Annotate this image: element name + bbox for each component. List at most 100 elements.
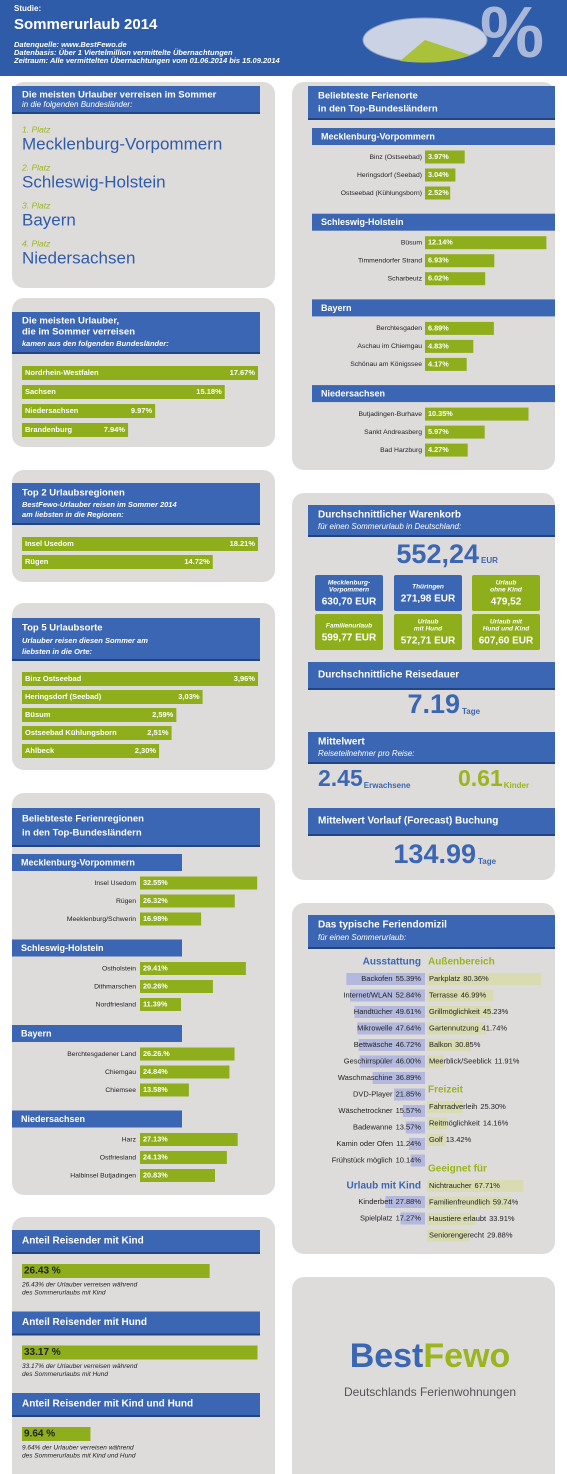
bar: [410, 1154, 425, 1167]
note: des Sommerurlaubs mit Kind: [22, 1290, 106, 1297]
bar: [405, 1121, 425, 1134]
group-name: Mecklenburg-Vorpommern: [21, 857, 135, 867]
bar-label: Sankt Andreasberg: [364, 429, 422, 436]
box-label: Urlaub: [418, 619, 439, 626]
bar: [425, 150, 465, 164]
group-name: Schleswig-Holstein: [21, 943, 104, 953]
bar-value: 12.14%: [428, 238, 453, 247]
section-subtitle: Urlauber reisen diesen Sommer am: [22, 636, 148, 645]
bar: [22, 1345, 258, 1360]
bar-value: 9.97%: [131, 406, 153, 415]
bar-label: Dithmarschen: [94, 983, 136, 990]
box-value: 607,60 EUR: [479, 636, 534, 647]
bar: [425, 254, 495, 268]
bar-value: 55.39%: [396, 974, 422, 983]
bar: [22, 423, 129, 437]
logo: BestFewo: [350, 1337, 511, 1375]
bar: [357, 1022, 425, 1035]
logo-best: Best: [350, 1337, 424, 1375]
group-header: [12, 1025, 182, 1042]
unit: EUR: [481, 556, 498, 565]
note: 26.43% der Urlauber verreisen während: [21, 1282, 138, 1289]
title-bar: [12, 312, 260, 352]
section-title: Anteil Reisender mit Kind und Hund: [22, 1399, 193, 1410]
section-subtitle: am liebsten in die Regionen:: [22, 510, 124, 519]
bar-label: Familienfreundlich: [429, 1197, 490, 1206]
bar-value: 24.84%: [143, 1067, 168, 1076]
bar-label: Wäschetrockner: [338, 1106, 393, 1115]
bar-value: 33.91%: [489, 1214, 515, 1223]
bar-label: Golf: [429, 1135, 444, 1144]
bar-label: Badewanne: [353, 1122, 393, 1131]
bar-value: 13.58%: [143, 1085, 168, 1094]
bar: [400, 1212, 425, 1225]
bar-label: Ahlbeck: [25, 746, 55, 755]
bar-label: Meeklenburg/Schwerin: [67, 916, 136, 923]
bar-label: Chiemgau: [105, 1069, 136, 1076]
big-value: 552,24: [396, 539, 479, 569]
bar-value: 24.13%: [143, 1152, 168, 1161]
header-label: Studie:: [14, 4, 41, 13]
bar: [402, 1105, 425, 1117]
section-title: Die meisten Urlauber,: [22, 316, 119, 327]
section-title: Beliebteste Ferienorte: [318, 91, 418, 102]
note: des Sommerurlaubs mit Hund: [22, 1371, 108, 1378]
price-box: [394, 614, 462, 650]
bar: [359, 1055, 425, 1068]
bar-label: Bad Harzburg: [380, 447, 422, 454]
bar-value: 27.88%: [396, 1197, 422, 1206]
bar: [425, 321, 494, 335]
group-name: Bayern: [321, 303, 352, 313]
section-title: Beliebteste Ferienregionen: [22, 814, 144, 825]
section-subtitle: kamen aus den folgenden Bundesländer:: [22, 339, 169, 348]
bar: [425, 443, 468, 457]
bar-label: Fahrradverleih: [429, 1102, 477, 1111]
bar: [22, 555, 213, 569]
group-header: [312, 299, 555, 317]
bar: [425, 186, 451, 200]
bar-label: Ostholstein: [102, 965, 136, 972]
bar: [409, 1138, 425, 1150]
bar-value: 10.14%: [396, 1155, 422, 1164]
note: 9.64% der Urlauber verreisen während: [22, 1445, 134, 1452]
bar-label: Parkplatz: [429, 974, 461, 983]
state-name: Mecklenburg-Vorpommern: [22, 134, 222, 153]
bar: [427, 1229, 470, 1242]
bar: [22, 366, 258, 380]
bar-label: Ostseebad (Kühlungsborn): [341, 190, 422, 197]
bar: [22, 1264, 210, 1278]
bar-label: Berchtesgaden: [376, 325, 422, 332]
bar-label: Bettwäsche: [354, 1040, 393, 1049]
bar: [140, 962, 246, 975]
header-period: Zeitraum: Alle vermittelten Übernachtung…: [13, 56, 280, 65]
column-header: Außenbereich: [428, 957, 495, 968]
bar: [140, 912, 202, 926]
bar-label: Aschau im Chiemgau: [357, 343, 422, 350]
bar-value: 13.57%: [396, 1122, 422, 1131]
bar: [393, 1088, 425, 1101]
group-name: Schleswig-Holstein: [321, 217, 404, 227]
bar-label: Halbinsel Butjadingen: [70, 1172, 136, 1179]
bar-value: 14.72%: [184, 557, 210, 566]
bar-value: 10.35%: [428, 409, 453, 418]
panel: [292, 1277, 555, 1474]
bar: [427, 1196, 512, 1209]
bar: [427, 1134, 447, 1146]
percent-icon: %: [480, 0, 544, 73]
box-label: Vorpommern: [329, 587, 369, 594]
bar: [425, 236, 547, 250]
bar-value: 11.24%: [396, 1139, 421, 1148]
bar-value: 30.85%: [455, 1040, 481, 1049]
group-header: [12, 854, 182, 871]
bar-value: 45.23%: [483, 1007, 509, 1016]
box-label: ohne Kind: [490, 587, 523, 594]
bar: [22, 404, 156, 418]
bar: [22, 537, 258, 551]
bar: [140, 980, 213, 993]
bar: [427, 973, 542, 985]
bar-value: 3,96%: [234, 674, 256, 683]
bar-label: Gartennutzung: [429, 1023, 479, 1032]
bar: [372, 1072, 425, 1084]
box-label: Urlaub: [496, 580, 517, 587]
